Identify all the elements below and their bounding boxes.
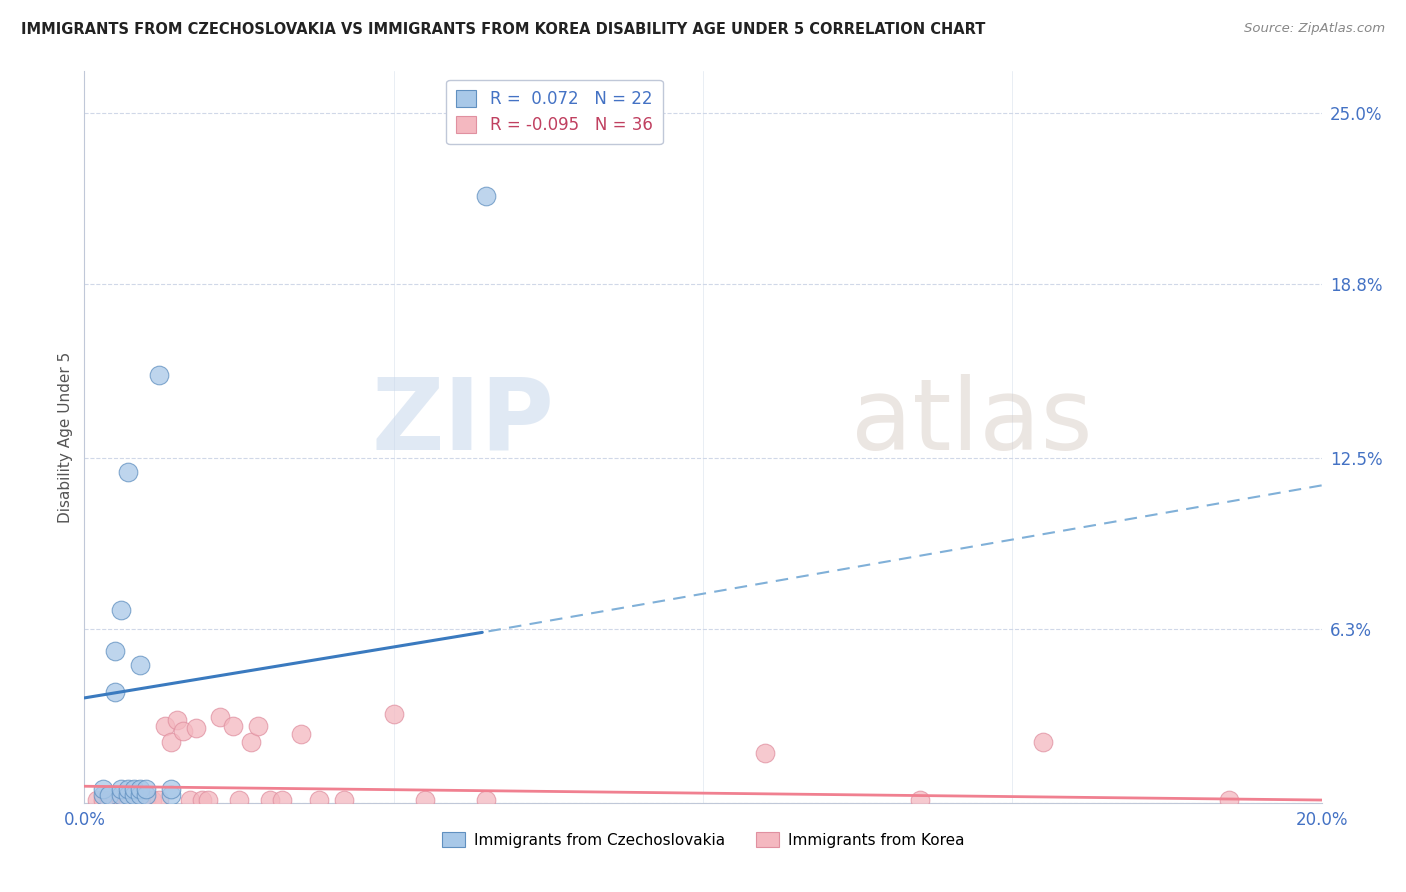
Point: [117, 465, 139, 479]
Point: [197, 793, 219, 807]
Point: [141, 793, 163, 807]
Y-axis label: Disability Age Under 5: Disability Age Under 5: [58, 351, 73, 523]
Point: [160, 788, 183, 802]
Point: [153, 718, 176, 732]
Point: [98, 793, 121, 807]
Point: [117, 793, 139, 807]
Point: [184, 721, 207, 735]
Point: [86, 793, 108, 807]
Point: [135, 782, 157, 797]
Point: [333, 793, 356, 807]
Point: [240, 735, 263, 749]
Point: [110, 782, 132, 797]
Point: [135, 793, 157, 807]
Point: [228, 793, 250, 807]
Point: [110, 793, 132, 807]
Point: [382, 707, 405, 722]
Point: [179, 793, 201, 807]
Point: [1218, 793, 1240, 807]
Point: [191, 793, 214, 807]
Point: [475, 188, 498, 202]
Point: [908, 793, 931, 807]
Point: [129, 793, 152, 807]
Point: [110, 602, 132, 616]
Point: [117, 782, 139, 797]
Point: [413, 793, 436, 807]
Point: [290, 727, 312, 741]
Legend: Immigrants from Czechoslovakia, Immigrants from Korea: Immigrants from Czechoslovakia, Immigran…: [436, 825, 970, 854]
Point: [259, 793, 281, 807]
Point: [91, 782, 114, 797]
Point: [129, 657, 152, 672]
Point: [754, 746, 776, 760]
Point: [172, 724, 194, 739]
Point: [104, 793, 127, 807]
Point: [475, 793, 498, 807]
Point: [209, 710, 232, 724]
Point: [129, 782, 152, 797]
Point: [117, 788, 139, 802]
Point: [135, 788, 157, 802]
Point: [122, 788, 145, 802]
Point: [122, 782, 145, 797]
Text: Source: ZipAtlas.com: Source: ZipAtlas.com: [1244, 22, 1385, 36]
Point: [222, 718, 245, 732]
Text: ZIP: ZIP: [371, 374, 554, 471]
Text: atlas: atlas: [852, 374, 1092, 471]
Point: [122, 793, 145, 807]
Point: [166, 713, 188, 727]
Point: [308, 793, 330, 807]
Point: [110, 788, 132, 802]
Point: [129, 788, 152, 802]
Point: [148, 793, 170, 807]
Point: [1032, 735, 1054, 749]
Text: IMMIGRANTS FROM CZECHOSLOVAKIA VS IMMIGRANTS FROM KOREA DISABILITY AGE UNDER 5 C: IMMIGRANTS FROM CZECHOSLOVAKIA VS IMMIGR…: [21, 22, 986, 37]
Point: [91, 793, 114, 807]
Point: [98, 788, 121, 802]
Point: [104, 685, 127, 699]
Point: [271, 793, 294, 807]
Point: [148, 368, 170, 382]
Point: [160, 782, 183, 797]
Point: [91, 788, 114, 802]
Point: [246, 718, 269, 732]
Point: [104, 644, 127, 658]
Point: [160, 735, 183, 749]
